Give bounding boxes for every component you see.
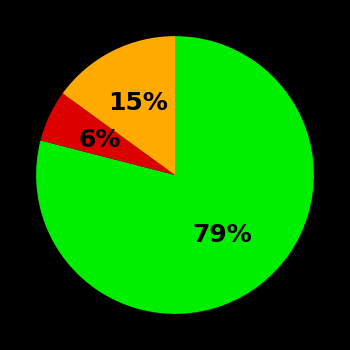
Text: 15%: 15% (108, 91, 168, 115)
Text: 79%: 79% (192, 223, 252, 247)
Wedge shape (36, 36, 314, 314)
Text: 6%: 6% (78, 127, 121, 152)
Wedge shape (63, 36, 175, 175)
Wedge shape (41, 93, 175, 175)
